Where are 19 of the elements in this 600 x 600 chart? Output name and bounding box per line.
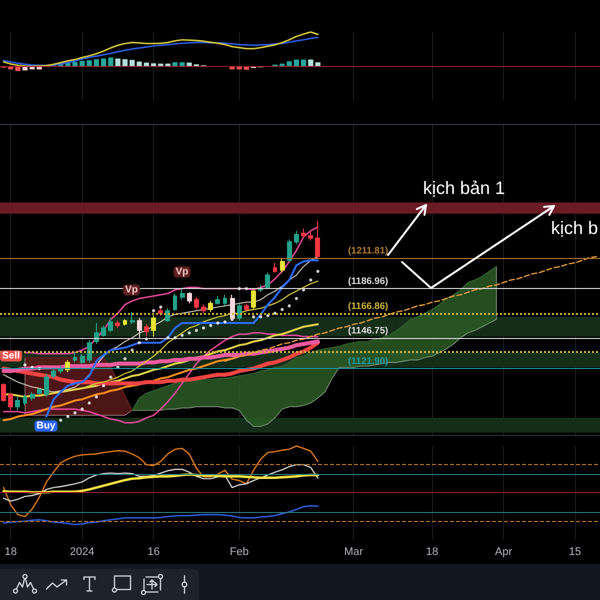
- x-tick-label: 15: [568, 546, 582, 558]
- annotation: kịch b: [550, 218, 598, 238]
- ref-line-label: (1121.90): [348, 356, 388, 368]
- annotation: kịch bản 1: [422, 178, 506, 198]
- annotation: Sell: [2, 350, 20, 362]
- x-tick-label: 2024: [70, 546, 94, 558]
- ref-line-label: (1186.96): [348, 276, 388, 288]
- ref-line-label: (1211.81): [348, 246, 388, 257]
- x-tick-label: Feb: [230, 546, 249, 558]
- ref-line-label: (1166.86): [348, 300, 388, 312]
- annotation: Buy: [36, 420, 56, 432]
- x-tick-label: Apr: [495, 546, 512, 558]
- annotation: Vp: [125, 284, 138, 296]
- x-tick-label: 18: [4, 546, 17, 558]
- x-tick-label: 16: [147, 546, 160, 558]
- x-tick-label: Mar: [344, 546, 364, 558]
- ref-line-label: (1146.75): [348, 326, 388, 337]
- annotation: Vp: [176, 266, 188, 278]
- x-tick-label: 18: [426, 546, 438, 558]
